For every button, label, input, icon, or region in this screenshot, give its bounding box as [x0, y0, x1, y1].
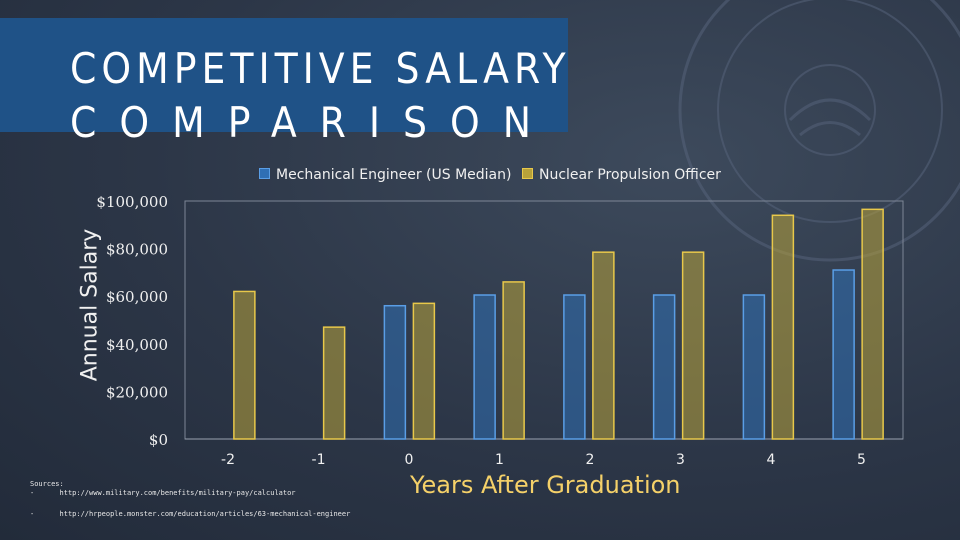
x-axis-label: Years After Graduation [410, 471, 681, 499]
source-link[interactable]: http://hrpeople.monster.com/education/ar… [59, 510, 351, 519]
sources-block: Sources: - http://www.military.com/benef… [30, 480, 350, 519]
legend-label-nuclear-propulsion-officer: Nuclear Propulsion Officer [539, 167, 721, 183]
bar-nuclear-propulsion-officer [592, 251, 615, 440]
legend-swatch-mechanical-engineer [259, 168, 270, 179]
sources-heading: Sources: [30, 480, 64, 488]
title-banner: COMPETITIVE SALARY COMPARISON [0, 18, 571, 144]
source-item: - http://hrpeople.monster.com/education/… [30, 510, 350, 519]
source-link[interactable]: http://www.military.com/benefits/militar… [59, 489, 296, 498]
x-tick-label: 2 [586, 452, 595, 468]
y-tick-label: $100,000 [96, 193, 168, 211]
x-tick-label: -2 [221, 452, 235, 468]
source-item: - http://www.military.com/benefits/milit… [30, 489, 350, 498]
legend-swatch-nuclear-propulsion-officer [522, 168, 533, 179]
bar-nuclear-propulsion-officer [502, 281, 525, 440]
bar-mechanical-engineer [742, 294, 766, 440]
bar-mechanical-engineer [563, 294, 586, 440]
y-tick-label: $60,000 [106, 288, 168, 306]
slide-title-line1: COMPETITIVE SALARY [70, 44, 571, 93]
bar-mechanical-engineer [652, 294, 676, 440]
x-tick-label: 1 [495, 452, 504, 468]
bar-mechanical-engineer [473, 294, 496, 440]
legend-label-mechanical-engineer: Mechanical Engineer (US Median) [276, 167, 512, 183]
bar-nuclear-propulsion-officer [681, 251, 705, 440]
y-tick-label: $0 [149, 431, 168, 449]
bar-nuclear-propulsion-officer [412, 302, 436, 440]
bar-nuclear-propulsion-officer [771, 214, 795, 440]
y-tick-label: $20,000 [106, 383, 168, 401]
source-bullet: - [30, 510, 35, 519]
plot-area [184, 200, 904, 440]
legend-item-mechanical-engineer: Mechanical Engineer (US Median) [259, 167, 511, 183]
y-tick-label: $40,000 [106, 336, 168, 354]
bar-nuclear-propulsion-officer [322, 326, 346, 440]
legend-item-nuclear-propulsion-officer: Nuclear Propulsion Officer [522, 167, 721, 183]
x-tick-label: 0 [405, 452, 414, 468]
source-bullet: - [30, 489, 35, 498]
x-tick-label: 4 [767, 452, 776, 468]
slide-title-line2: COMPARISON [70, 98, 555, 147]
x-tick-label: 3 [676, 452, 685, 468]
bar-nuclear-propulsion-officer [861, 208, 884, 440]
x-tick-label: 5 [857, 452, 866, 468]
bar-nuclear-propulsion-officer [233, 290, 256, 440]
y-tick-label: $80,000 [106, 241, 168, 259]
bar-mechanical-engineer [832, 269, 855, 440]
bar-mechanical-engineer [383, 304, 407, 440]
x-tick-label: -1 [312, 452, 326, 468]
